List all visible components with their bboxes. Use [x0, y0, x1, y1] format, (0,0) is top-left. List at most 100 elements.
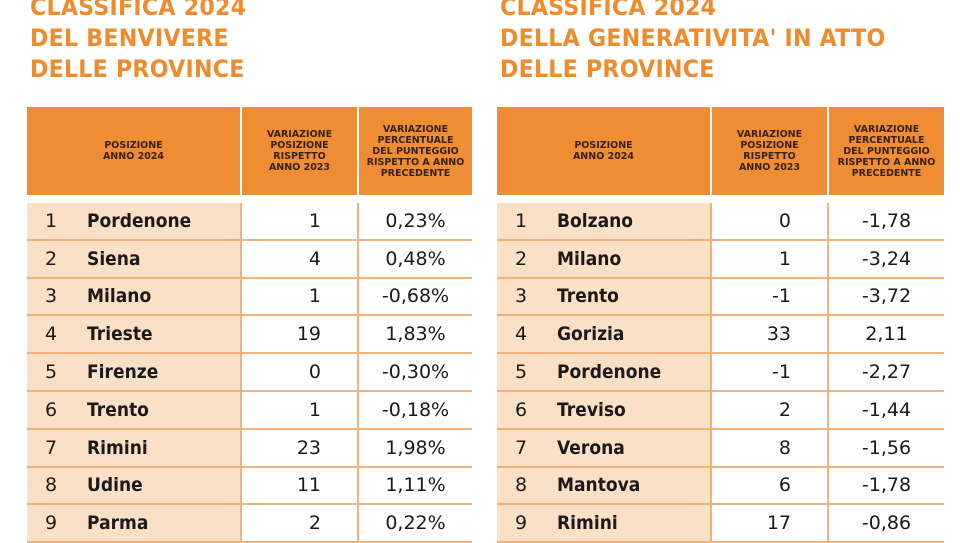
- position-cell: 6 Treviso: [497, 391, 710, 428]
- table-row: 6 Trento 1 -0,18%: [27, 391, 472, 430]
- position-change-cell: 23: [240, 429, 357, 466]
- table-row: 9 Parma 2 0,22%: [27, 505, 472, 543]
- province-name: Rimini: [87, 436, 148, 459]
- generativita-title: CLASSIFICA 2024 DELLA GENERATIVITA' IN A…: [500, 0, 886, 85]
- position-change-cell: 11: [240, 467, 357, 504]
- table-row: 3 Milano 1 -0,68%: [27, 278, 472, 317]
- header-position: POSIZIONE ANNO 2024: [572, 140, 635, 162]
- table-row: 7 Verona 8 -1,56: [497, 429, 944, 468]
- table-row: 9 Rimini 17 -0,86: [497, 505, 944, 543]
- position-cell: 3 Trento: [497, 278, 710, 315]
- position-change-cell: 1: [240, 391, 357, 428]
- score-change-cell: -0,30%: [357, 354, 472, 390]
- province-name: Rimini: [557, 512, 618, 535]
- position-change-cell: 17: [710, 505, 827, 542]
- position-cell: 8 Mantova: [497, 467, 710, 504]
- position-cell: 1 Bolzano: [497, 203, 710, 239]
- rank-number: 1: [44, 209, 58, 232]
- position-cell: 7 Rimini: [27, 429, 240, 466]
- rank-number: 2: [514, 247, 528, 270]
- title-line: DELLA GENERATIVITA' IN ATTO: [500, 24, 886, 52]
- rank-number: 6: [44, 398, 58, 421]
- benvivere-table: POSIZIONE ANNO 2024 VARIAZIONE POSIZIONE RI…: [27, 107, 472, 543]
- table-row: 3 Trento -1 -3,72: [497, 278, 944, 317]
- table-row: 5 Pordenone -1 -2,27: [497, 354, 944, 392]
- province-name: Trieste: [87, 323, 153, 346]
- title-line: CLASSIFICA 2024: [30, 0, 247, 21]
- table-row: 7 Rimini 23 1,98%: [27, 429, 472, 468]
- position-change-cell: 1: [710, 240, 827, 277]
- position-cell: 6 Trento: [27, 391, 240, 428]
- table-row: 2 Siena 4 0,48%: [27, 240, 472, 279]
- table-row: 2 Milano 1 -3,24: [497, 240, 944, 279]
- table-row: 4 Gorizia 33 2,11: [497, 316, 944, 355]
- table-row: 8 Udine 11 1,11%: [27, 467, 472, 506]
- rank-number: 1: [514, 209, 528, 232]
- position-change-cell: 2: [710, 391, 827, 428]
- position-cell: 9 Rimini: [497, 505, 710, 542]
- score-change-cell: 0,22%: [357, 505, 472, 542]
- header-position: POSIZIONE ANNO 2024: [102, 140, 165, 162]
- benvivere-title: CLASSIFICA 2024 DEL BENVIVERE DELLE PROV…: [30, 0, 246, 85]
- rank-number: 3: [514, 285, 528, 308]
- position-change-cell: 4: [240, 240, 357, 277]
- score-change-cell: -0,86: [827, 505, 944, 542]
- rank-number: 7: [44, 436, 58, 459]
- score-change-cell: -2,27: [827, 354, 944, 390]
- position-change-cell: 0: [240, 354, 357, 390]
- province-name: Parma: [87, 512, 149, 535]
- position-change-cell: 2: [240, 505, 357, 542]
- score-change-cell: -1,78: [827, 203, 944, 239]
- province-name: Mantova: [557, 474, 641, 497]
- position-cell: 5 Firenze: [27, 354, 240, 390]
- position-cell: 7 Verona: [497, 429, 710, 466]
- score-change-cell: -1,56: [827, 429, 944, 466]
- table-row: 5 Firenze 0 -0,30%: [27, 354, 472, 392]
- position-change-cell: 1: [240, 278, 357, 315]
- score-change-cell: 0,23%: [357, 203, 472, 239]
- position-change-cell: 6: [710, 467, 827, 504]
- position-cell: 8 Udine: [27, 467, 240, 504]
- table-body: 1 Bolzano 0 -1,78 2 Milano 1 -3,24 3 Trento -1 -3,7…: [497, 203, 944, 543]
- position-cell: 5 Pordenone: [497, 354, 710, 390]
- header-score-change: VARIAZIONE PERCENTUALE DEL PUNTEGGIO RISPET…: [357, 107, 472, 195]
- table-header: POSIZIONE ANNO 2024 VARIAZIONE POSIZIONE RI…: [27, 107, 472, 195]
- position-cell: 2 Siena: [27, 240, 240, 277]
- score-change-cell: 1,83%: [357, 316, 472, 353]
- position-change-cell: 8: [710, 429, 827, 466]
- position-cell: 9 Parma: [27, 505, 240, 542]
- position-cell: 3 Milano: [27, 278, 240, 315]
- table-body: 1 Pordenone 1 0,23% 2 Siena 4 0,48% 3 Milano 1 -0,6…: [27, 203, 472, 543]
- position-change-cell: 33: [710, 316, 827, 353]
- score-change-cell: 0,48%: [357, 240, 472, 277]
- position-cell: 2 Milano: [497, 240, 710, 277]
- score-change-cell: 1,11%: [357, 467, 472, 504]
- score-change-cell: -1,44: [827, 391, 944, 428]
- province-name: Udine: [87, 474, 143, 497]
- title-line: DEL BENVIVERE: [30, 24, 229, 52]
- score-change-cell: -0,18%: [357, 391, 472, 428]
- title-line: DELLE PROVINCE: [500, 55, 715, 83]
- province-name: Pordenone: [87, 209, 192, 232]
- score-change-cell: -3,24: [827, 240, 944, 277]
- position-change-cell: 19: [240, 316, 357, 353]
- rank-number: 5: [514, 361, 528, 384]
- header-position-change: VARIAZIONE POSIZIONE RISPETTO ANNO 2023: [710, 107, 827, 195]
- rank-number: 4: [514, 323, 528, 346]
- province-name: Bolzano: [557, 209, 634, 232]
- position-change-cell: -1: [710, 278, 827, 315]
- title-line: CLASSIFICA 2024: [500, 0, 717, 21]
- table-row: 1 Pordenone 1 0,23%: [27, 203, 472, 241]
- rank-number: 7: [514, 436, 528, 459]
- position-cell: 1 Pordenone: [27, 203, 240, 239]
- province-name: Siena: [87, 247, 141, 270]
- province-name: Firenze: [87, 361, 159, 384]
- province-name: Trento: [557, 285, 619, 308]
- rank-number: 4: [44, 323, 58, 346]
- position-cell: 4 Gorizia: [497, 316, 710, 353]
- rank-number: 5: [44, 361, 58, 384]
- table-row: 8 Mantova 6 -1,78: [497, 467, 944, 506]
- rank-number: 9: [514, 512, 528, 535]
- header-score-change: VARIAZIONE PERCENTUALE DEL PUNTEGGIO RISPET…: [827, 107, 944, 195]
- score-change-cell: -0,68%: [357, 278, 472, 315]
